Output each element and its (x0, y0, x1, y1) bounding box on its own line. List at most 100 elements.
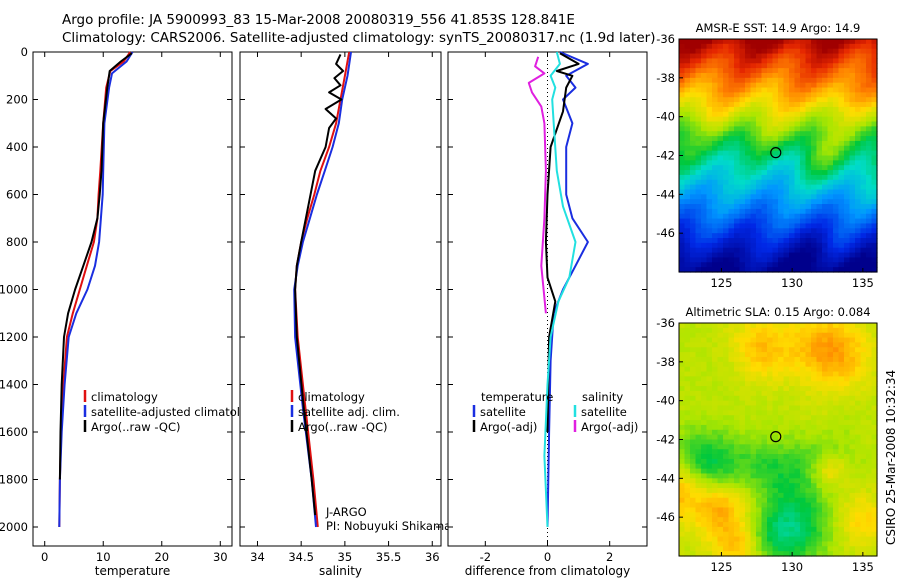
map-cell (750, 179, 757, 186)
map-cell (728, 390, 735, 397)
map-cell (701, 522, 708, 528)
map-cell (800, 189, 807, 195)
map-cell (728, 512, 735, 518)
map-cell (728, 444, 735, 450)
map-cell (860, 43, 867, 50)
map-cell (800, 140, 807, 147)
map-cell (833, 160, 840, 166)
map-cell (805, 517, 812, 523)
map-cell (728, 463, 735, 470)
map-cell (734, 252, 741, 259)
map-cell (794, 116, 801, 123)
map-cell (767, 400, 774, 407)
map-cell (800, 228, 807, 234)
map-cell (712, 356, 719, 363)
map-cell (838, 242, 845, 249)
map-cell (701, 376, 708, 382)
map-cell (833, 184, 840, 191)
map-cell (750, 150, 757, 157)
map-cell (800, 58, 807, 64)
map-cell (717, 434, 724, 441)
map-cell (695, 483, 702, 489)
map-cell (767, 522, 774, 528)
map-cell (756, 473, 763, 479)
map-cell (767, 410, 774, 416)
map-cell (789, 179, 796, 186)
map-cell (723, 63, 730, 69)
map-x-tick-label: 130 (781, 560, 803, 574)
map-cell (844, 473, 851, 479)
map-cell (800, 155, 807, 161)
map-cell (728, 541, 735, 547)
map-cell (728, 386, 735, 392)
map-cell (767, 526, 774, 533)
map-cell (778, 371, 785, 377)
series-line-temperature-argo-adj- (544, 52, 580, 433)
map-cell (734, 468, 741, 475)
map-cell (849, 512, 856, 518)
map-cell (844, 327, 851, 334)
map-cell (805, 478, 812, 484)
map-cell (717, 213, 724, 220)
map-cell (833, 208, 840, 215)
map-cell (701, 512, 708, 518)
map-cell (822, 262, 829, 268)
map-cell (706, 366, 713, 373)
map-cell (679, 463, 686, 470)
map-cell (750, 121, 757, 127)
map-cell (822, 92, 829, 98)
map-cell (860, 536, 867, 543)
map-cell (805, 371, 812, 377)
map-cell (827, 204, 834, 210)
map-cell (800, 252, 807, 259)
map-cell (745, 502, 752, 509)
map-cell (794, 420, 801, 426)
map-cell (866, 160, 873, 166)
map-cell (849, 155, 856, 161)
map-cell (717, 381, 724, 387)
map-cell (871, 366, 878, 373)
map-cell (723, 170, 730, 176)
map-cell (827, 376, 834, 382)
map-cell (794, 454, 801, 460)
map-cell (816, 150, 823, 157)
map-cell (860, 424, 867, 431)
map-cell (701, 102, 708, 108)
map-cell (761, 381, 768, 387)
map-cell (811, 424, 818, 431)
map-cell (860, 502, 867, 509)
map-cell (739, 483, 746, 489)
map-cell (860, 323, 867, 329)
map-cell (805, 531, 812, 538)
map-cell (712, 77, 719, 84)
map-cell (684, 170, 691, 176)
map-cell (789, 63, 796, 69)
map-cell (717, 87, 724, 93)
map-cell (750, 352, 757, 358)
map-cell (811, 541, 818, 547)
map-cell (827, 424, 834, 431)
map-cell (827, 386, 834, 392)
map-cell (783, 410, 790, 416)
map-cell (794, 536, 801, 543)
map-cell (695, 58, 702, 64)
map-cell (855, 77, 862, 84)
map-cell (838, 463, 845, 470)
map-cell (739, 420, 746, 426)
map-cell (701, 347, 708, 353)
map-cell (734, 97, 741, 103)
map-cell (701, 77, 708, 84)
map-cell (871, 82, 878, 89)
map-cell (701, 386, 708, 392)
map-cell (833, 189, 840, 195)
map-cell (849, 531, 856, 538)
map-cell (712, 179, 719, 186)
map-cell (827, 366, 834, 373)
map-cell (712, 468, 719, 475)
map-cell (789, 150, 796, 157)
map-cell (728, 439, 735, 445)
map-cell (800, 492, 807, 499)
map-cell (844, 376, 851, 382)
map-cell (794, 376, 801, 382)
map-cell (739, 531, 746, 538)
